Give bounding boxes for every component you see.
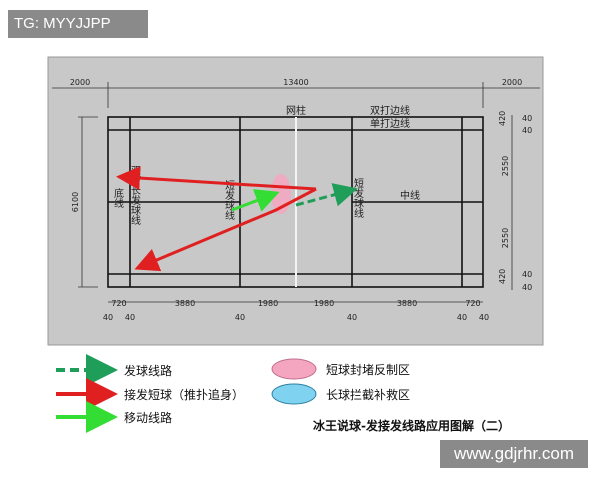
line-width-2: 40 xyxy=(235,313,245,322)
dim-right-6: 420 xyxy=(498,269,507,284)
dim-height: 6100 xyxy=(71,192,80,212)
watermark-top: TG: MYYJJPP xyxy=(8,10,148,38)
line-width-1: 40 xyxy=(125,313,135,322)
line-width-4: 40 xyxy=(457,313,467,322)
dims-bottom: 720 3880 1980 1980 3880 720 40 40 40 40 … xyxy=(103,299,489,322)
dim-bottom-1: 3880 xyxy=(175,299,195,308)
label-back-line: 底线 xyxy=(112,187,124,208)
dim-bottom-2: 1980 xyxy=(258,299,278,308)
label-short-service-line-left: 短发球线 xyxy=(223,179,235,220)
dim-right-5: 40 xyxy=(522,270,532,279)
label-center-line: 中线 xyxy=(400,189,420,202)
dimension-lines xyxy=(52,82,540,303)
watermark-bottom: www.gdjrhr.com xyxy=(440,440,588,468)
dim-right-0: 40 xyxy=(522,114,532,123)
dim-bottom-3: 1980 xyxy=(314,299,334,308)
dim-right-3: 2550 xyxy=(501,156,510,176)
legend-return-short: 接发短球（推扑追身） xyxy=(124,387,244,402)
dims-right: 40 420 40 2550 2550 40 420 40 xyxy=(498,111,532,292)
legend-movement-route: 移动线路 xyxy=(124,410,172,425)
line-width-0: 40 xyxy=(103,313,113,322)
dim-right-7: 40 xyxy=(522,283,532,292)
dim-top-right: 2000 xyxy=(502,78,522,87)
dim-bottom-5: 720 xyxy=(465,299,480,308)
label-doubles-sideline: 双打边线 xyxy=(370,104,410,117)
dim-top-left: 2000 xyxy=(70,78,90,87)
dim-bottom-4: 3880 xyxy=(397,299,417,308)
legend-long-intercept-zone: 长球拦截补救区 xyxy=(326,387,410,402)
legend-serve-route: 发球线路 xyxy=(124,363,172,378)
label-doubles-long-service-line: 双打长发球线 xyxy=(129,165,141,225)
caption: 冰王说球-发接发线路应用图解（二） xyxy=(313,418,510,433)
legend-pink-zone-icon xyxy=(271,358,317,380)
legend-blue-zone-icon xyxy=(271,383,317,405)
serve-arrow xyxy=(295,183,358,207)
movement-arrow xyxy=(231,189,280,212)
dim-bottom-0: 720 xyxy=(111,299,126,308)
label-net-post: 网柱 xyxy=(286,104,306,117)
dim-right-4: 2550 xyxy=(501,228,510,248)
legend-short-block-zone: 短球封堵反制区 xyxy=(326,363,410,377)
label-short-service-line-right: 短发球线 xyxy=(352,177,364,218)
line-width-5: 40 xyxy=(479,313,489,322)
line-width-3: 40 xyxy=(347,313,357,322)
return-arrow-clear xyxy=(116,166,317,191)
dim-right-2: 40 xyxy=(522,126,532,135)
label-singles-sideline: 单打边线 xyxy=(370,117,410,130)
dim-top-center: 13400 xyxy=(283,78,308,87)
dim-right-1: 420 xyxy=(498,111,507,126)
